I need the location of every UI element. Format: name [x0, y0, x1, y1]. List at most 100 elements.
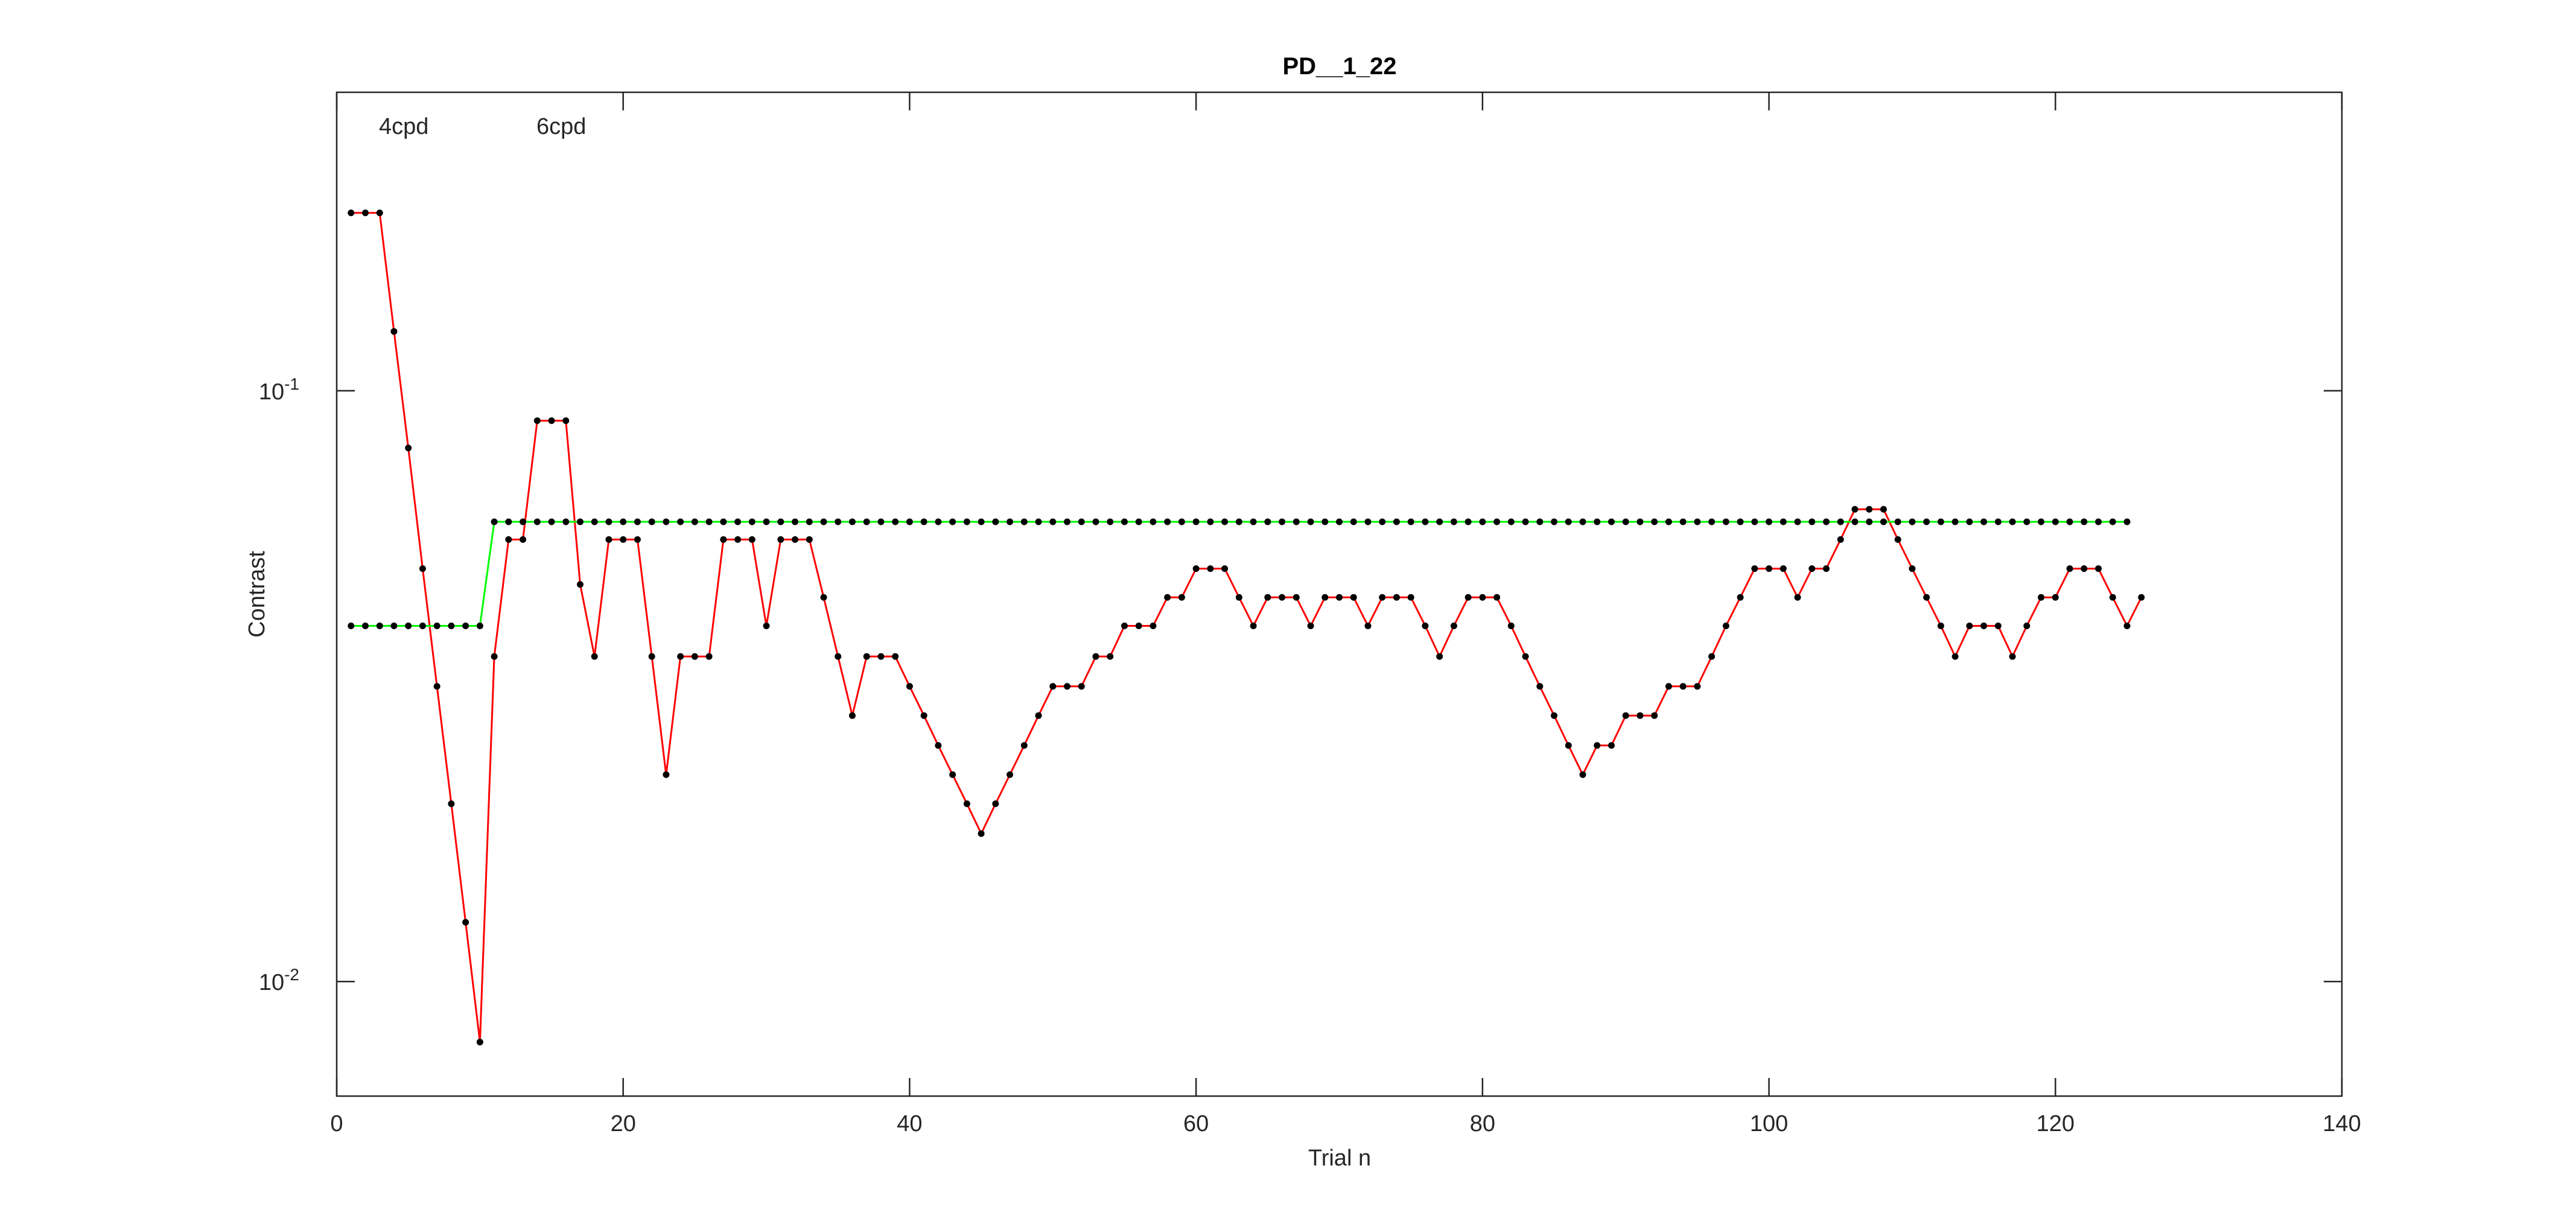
data-point [591, 518, 598, 525]
data-point [1636, 518, 1644, 525]
data-point [1078, 518, 1085, 525]
data-point [1293, 594, 1300, 601]
data-point [1794, 594, 1801, 601]
data-point [1121, 518, 1128, 525]
data-point [1579, 518, 1586, 525]
data-point [1178, 518, 1185, 525]
data-point [462, 919, 469, 926]
data-point [1551, 712, 1558, 719]
data-point [448, 800, 455, 807]
data-point [1364, 623, 1372, 630]
data-point [1007, 771, 1014, 778]
plot-frame [336, 91, 2343, 1097]
data-point [748, 518, 755, 525]
data-point [1694, 518, 1701, 525]
data-point [1665, 683, 1672, 690]
data-point [1064, 518, 1071, 525]
data-point [1035, 712, 1042, 719]
data-point [1507, 623, 1515, 630]
data-point [1250, 518, 1257, 525]
data-point [792, 518, 799, 525]
data-point [1020, 742, 1028, 749]
data-point [1279, 594, 1286, 601]
data-point [1522, 518, 1529, 525]
data-point [1465, 518, 1472, 525]
data-point [1049, 518, 1057, 525]
data-point [935, 742, 942, 749]
data-point [1307, 623, 1314, 630]
data-point [720, 518, 727, 525]
data-point [491, 518, 498, 525]
data-point [1522, 653, 1529, 660]
data-point [1393, 594, 1400, 601]
data-point [405, 623, 412, 630]
data-point [1221, 565, 1229, 572]
data-point [648, 518, 655, 525]
data-point [1665, 518, 1672, 525]
data-point [1565, 742, 1572, 749]
data-point [1407, 594, 1414, 601]
data-point [1235, 518, 1242, 525]
data-point [1450, 623, 1457, 630]
data-point [1579, 771, 1586, 778]
data-point [949, 518, 956, 525]
data-point [577, 518, 584, 525]
data-point [634, 518, 641, 525]
data-point [1422, 623, 1429, 630]
data-point [1994, 518, 2002, 525]
data-point [2052, 594, 2059, 601]
series-line [351, 212, 2143, 1042]
data-point [748, 536, 755, 543]
data-point [2009, 518, 2016, 525]
x-tick-label: 120 [2037, 1111, 2075, 1137]
data-point [520, 518, 527, 525]
data-point [620, 536, 627, 543]
data-point [361, 623, 369, 630]
data-point [1594, 742, 1601, 749]
data-point [1751, 565, 1758, 572]
data-point [390, 328, 398, 335]
data-point [419, 623, 426, 630]
data-point [1536, 518, 1544, 525]
x-tick-label: 100 [1750, 1111, 1788, 1137]
data-point [634, 536, 641, 543]
x-tick-label: 80 [1470, 1111, 1495, 1137]
data-point [1350, 594, 1357, 601]
data-point [1164, 518, 1171, 525]
data-point [1250, 623, 1257, 630]
data-point [1880, 518, 1887, 525]
data-point [763, 623, 770, 630]
data-point [548, 417, 555, 424]
data-point [605, 518, 612, 525]
data-point [1608, 518, 1615, 525]
data-point [1436, 653, 1443, 660]
data-point [1909, 565, 1916, 572]
data-point [1321, 594, 1329, 601]
data-point [1651, 712, 1658, 719]
data-point [361, 209, 369, 217]
data-point [2094, 518, 2102, 525]
data-point [1894, 518, 1901, 525]
data-point [462, 623, 469, 630]
data-point [1264, 518, 1271, 525]
y-tick-exponent: -1 [284, 375, 299, 393]
data-point [1121, 623, 1128, 630]
data-point [1951, 653, 1959, 660]
data-point [848, 518, 856, 525]
data-point [820, 594, 827, 601]
data-point [1737, 518, 1744, 525]
data-point [1622, 518, 1629, 525]
data-point [1465, 594, 1472, 601]
data-point [1107, 653, 1114, 660]
data-point [734, 536, 742, 543]
data-point [1078, 683, 1085, 690]
data-point [920, 518, 927, 525]
data-point [1092, 518, 1099, 525]
data-point [1994, 623, 2002, 630]
data-point [1565, 518, 1572, 525]
data-point [691, 518, 698, 525]
data-point [1107, 518, 1114, 525]
data-point [548, 518, 555, 525]
